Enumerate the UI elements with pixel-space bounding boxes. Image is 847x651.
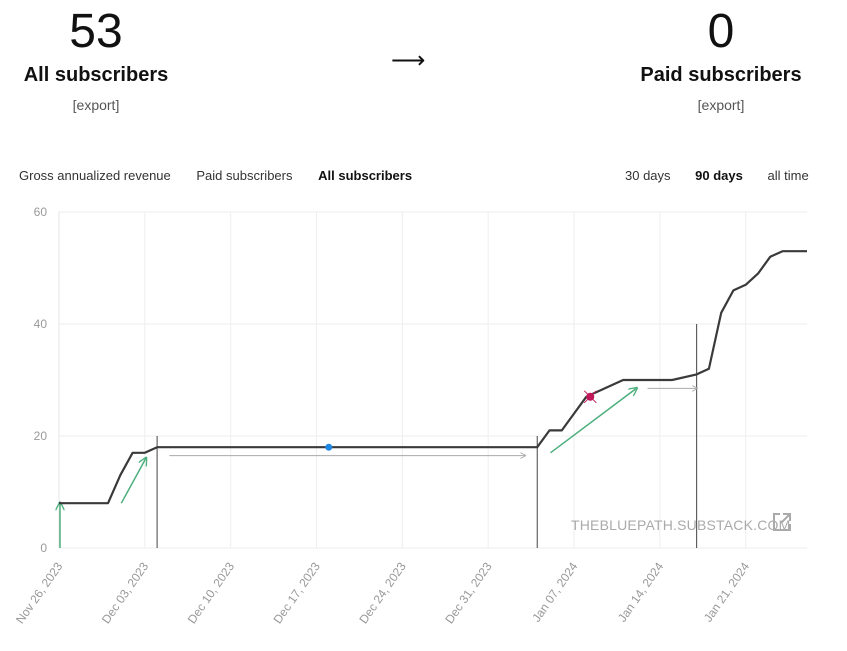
paid-subscribers-label: Paid subscribers (640, 64, 802, 86)
paid-subscribers-stat: 0 Paid subscribers [export] (626, 4, 816, 120)
highlight-cross-marker (583, 390, 597, 404)
all-subscribers-stat: 53 All subscribers [export] (6, 4, 186, 120)
series-line (59, 250, 807, 505)
x-tick-label: Nov 26, 2023 (13, 559, 66, 626)
tab-all-time[interactable]: all time (767, 168, 809, 183)
range-tabs: 30 days 90 days all time (625, 168, 830, 183)
metric-tabs: Gross annualized revenue Paid subscriber… (19, 168, 434, 183)
paid-subscribers-export-link[interactable]: [export] (697, 97, 745, 113)
x-tick-label: Jan 14, 2024 (615, 559, 666, 624)
watermark-text: THEBLUEPATH.SUBSTACK.COM (571, 517, 791, 533)
x-tick-label: Jan 07, 2024 (529, 559, 580, 624)
x-tick-label: Jan 21, 2024 (701, 559, 752, 624)
data-point-marker (325, 443, 333, 451)
all-subscribers-label: All subscribers (23, 64, 169, 86)
y-tick-label: 40 (34, 317, 48, 331)
x-tick-label: Dec 24, 2023 (356, 559, 409, 626)
right-arrow-icon: ⟶ (391, 47, 426, 74)
tab-90-days[interactable]: 90 days (695, 168, 743, 183)
tab-paid-subscribers[interactable]: Paid subscribers (196, 168, 293, 183)
tab-all-subscribers[interactable]: All subscribers (318, 168, 413, 183)
x-tick-label: Dec 10, 2023 (185, 559, 238, 626)
annotation-green-arrow (550, 388, 636, 454)
all-subscribers-count: 53 (69, 5, 123, 58)
all-subscribers-export-link[interactable]: [export] (72, 97, 120, 113)
paid-subscribers-count: 0 (707, 5, 735, 58)
subscribers-line-chart: 0 20 40 60 Nov 26, 2023 Dec 03, 2023 Dec 10, 2… (13, 205, 807, 626)
tab-gross-annualized-revenue[interactable]: Gross annualized revenue (19, 168, 171, 183)
x-tick-label: Dec 31, 2023 (442, 559, 495, 626)
annotation-green-arrow (120, 458, 146, 504)
y-tick-label: 0 (40, 541, 47, 555)
y-tick-label: 60 (34, 205, 48, 219)
tab-30-days[interactable]: 30 days (625, 168, 671, 183)
x-tick-label: Dec 17, 2023 (271, 559, 324, 626)
x-tick-label: Dec 03, 2023 (99, 559, 152, 626)
y-tick-label: 20 (34, 429, 48, 443)
external-link-icon[interactable] (771, 511, 793, 533)
